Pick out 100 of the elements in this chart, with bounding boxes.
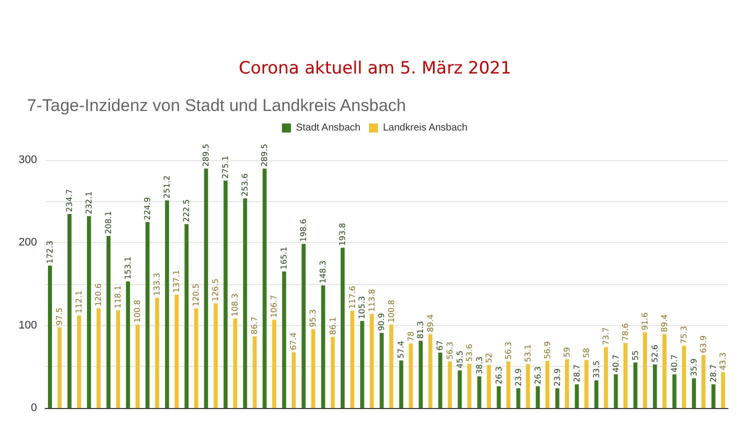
data-label: 78 (406, 331, 416, 342)
bar (272, 320, 276, 408)
bar (545, 360, 550, 408)
data-label: 193.8 (338, 222, 348, 246)
data-label: 275.1 (221, 156, 230, 179)
data-label: 251.2 (162, 175, 172, 198)
data-label: 153.1 (124, 256, 133, 280)
data-label: 26.3 (494, 366, 504, 384)
data-label: 28.7 (572, 364, 582, 382)
data-label: 40.7 (611, 354, 620, 372)
data-label: 35.9 (689, 358, 698, 376)
data-label: 38.3 (474, 356, 484, 374)
data-label: 52.6 (650, 344, 660, 363)
data-label: 28.7 (708, 364, 718, 382)
bar (516, 388, 520, 408)
bar (477, 376, 482, 408)
y-tick-label: 200 (18, 236, 37, 249)
data-label: 91.6 (640, 312, 650, 330)
bar (48, 266, 52, 408)
bar (506, 361, 510, 408)
data-label: 58 (582, 348, 591, 358)
data-label: 100.8 (133, 300, 142, 323)
bar (418, 340, 423, 408)
data-label: 198.6 (299, 218, 308, 242)
y-tick-label: 100 (18, 319, 37, 332)
bar (96, 308, 101, 408)
data-label: 137.1 (172, 270, 182, 293)
data-label: 52 (484, 352, 494, 364)
bar (155, 298, 160, 408)
data-label: 289.5 (202, 144, 211, 167)
bar (233, 318, 238, 408)
data-label: 90.9 (377, 313, 386, 331)
data-label: 224.9 (143, 197, 152, 220)
bar (408, 344, 413, 408)
data-label: 97.5 (55, 308, 64, 326)
data-label: 172.3 (45, 240, 54, 264)
chart-title: Corona aktuell am 5. März 2021 (238, 58, 512, 78)
data-label: 289.5 (260, 144, 270, 167)
y-tick-label: 300 (18, 154, 37, 166)
bar (633, 362, 638, 408)
bar (692, 378, 696, 408)
data-label: 133.3 (152, 272, 162, 296)
data-label: 234.7 (64, 189, 74, 212)
data-label: 57.4 (396, 340, 406, 359)
bar (702, 355, 706, 408)
data-label: 120.5 (192, 283, 201, 306)
chart-subtitle: 7-Tage-Inzidenz von Stadt und Landkreis Ansbach (27, 96, 406, 115)
bar (302, 244, 306, 408)
bar (389, 324, 394, 408)
data-label: 108.3 (230, 294, 240, 316)
legend-label: Landkreis Ansbach (382, 122, 468, 134)
bar (136, 324, 140, 408)
bar (574, 384, 579, 408)
data-label: 117.6 (348, 286, 357, 309)
data-label: 56.3 (445, 342, 454, 360)
bar (165, 200, 170, 408)
data-label: 23.9 (552, 368, 562, 386)
bar (438, 352, 442, 408)
bar (146, 222, 150, 408)
data-label: 106.7 (270, 294, 279, 318)
legend-label: Stadt Ansbach (296, 122, 360, 134)
bar (214, 303, 218, 408)
bar (360, 320, 364, 408)
data-label: 56.3 (504, 342, 513, 360)
bar (330, 336, 335, 408)
bar (380, 332, 384, 408)
data-label: 113.8 (367, 289, 376, 312)
data-label: 105.3 (358, 296, 367, 319)
bar (311, 329, 316, 408)
bar (370, 314, 374, 408)
bar (614, 374, 618, 408)
bar (321, 285, 326, 408)
data-label: 89.4 (660, 314, 669, 332)
bar (174, 294, 179, 408)
bar (467, 364, 472, 408)
data-label: 95.3 (308, 309, 318, 328)
bar (126, 281, 130, 408)
data-label: 56.9 (542, 341, 552, 359)
bar (86, 216, 91, 408)
data-label: 67 (436, 340, 445, 351)
data-label: 126.5 (211, 278, 220, 302)
data-label: 120.6 (94, 283, 104, 306)
bar (77, 315, 82, 408)
data-label: 165.1 (280, 246, 289, 270)
bar (721, 372, 726, 408)
data-label: 59 (562, 347, 572, 358)
bar (350, 310, 354, 408)
bar (526, 364, 530, 408)
bar (399, 360, 404, 408)
data-label: 118.1 (114, 285, 123, 308)
bar (116, 310, 120, 408)
data-label: 43.3 (718, 352, 728, 370)
y-tick-label: 0 (30, 402, 37, 414)
data-label: 86.7 (250, 316, 260, 334)
data-label: 81.3 (416, 320, 426, 339)
data-label: 55 (630, 350, 640, 361)
bar (340, 248, 345, 408)
data-label: 53.6 (464, 344, 474, 362)
data-label: 26.3 (533, 366, 542, 384)
bar (711, 384, 716, 408)
